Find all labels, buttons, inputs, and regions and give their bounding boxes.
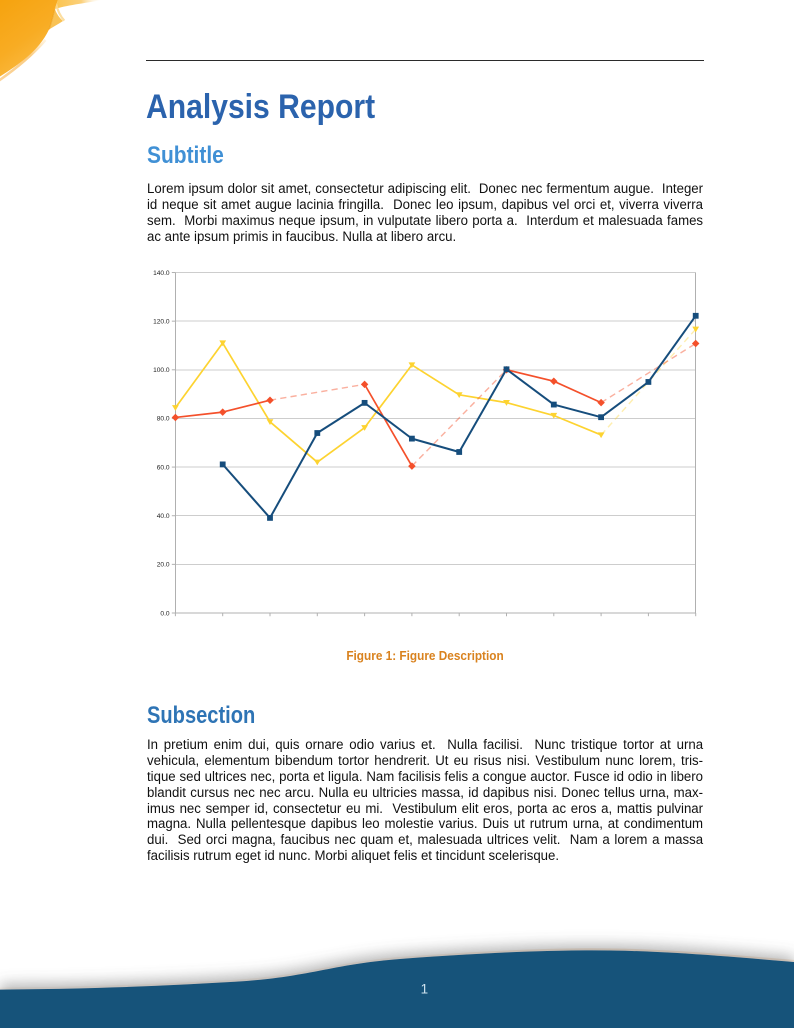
svg-text:40.0: 40.0 (157, 513, 170, 520)
svg-text:20.0: 20.0 (157, 562, 170, 569)
svg-text:60.0: 60.0 (157, 464, 170, 471)
svg-text:120.0: 120.0 (153, 318, 170, 325)
svg-text:140.0: 140.0 (153, 270, 170, 277)
svg-text:80.0: 80.0 (157, 416, 170, 423)
svg-text:1: 1 (421, 982, 429, 997)
svg-text:0.0: 0.0 (160, 610, 169, 617)
svg-text:100.0: 100.0 (153, 367, 170, 374)
